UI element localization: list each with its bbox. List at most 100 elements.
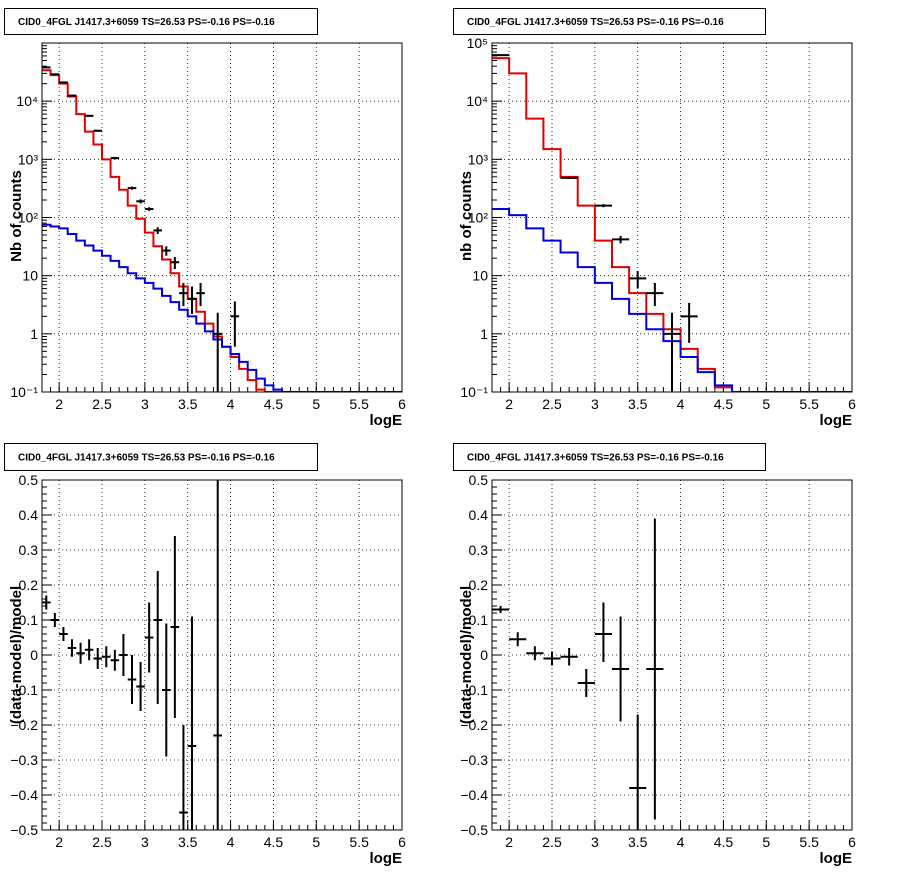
residual-point	[110, 649, 120, 671]
y-tick-label: 0.4	[469, 507, 489, 523]
chart-title-box	[4, 8, 318, 35]
x-tick-label: 2	[55, 834, 63, 850]
x-tick-label: 2.5	[92, 834, 112, 850]
residual-point	[76, 642, 85, 664]
residual-point	[492, 606, 510, 613]
y-tick-label: 1	[30, 326, 38, 342]
chart-title-box	[4, 443, 318, 471]
y-tick-label: 0.3	[19, 542, 39, 558]
plot-area	[42, 66, 402, 392]
x-tick-label: 6	[398, 396, 406, 412]
data-point	[230, 301, 240, 347]
plot-frame	[491, 479, 853, 831]
chart-title-box	[453, 443, 766, 471]
x-tick-label: 3.5	[628, 834, 648, 850]
residual-point	[526, 646, 544, 661]
data-point	[127, 186, 137, 190]
y-tick-label: 10	[472, 268, 488, 284]
data-point	[213, 312, 222, 392]
x-tick-label: 3	[591, 396, 599, 412]
residual-point	[102, 646, 111, 668]
x-tick-label: 5	[762, 396, 770, 412]
y-tick-label: −0.5	[460, 822, 488, 838]
total_model-histogram	[492, 57, 852, 392]
x-tick-label: 6	[848, 834, 856, 850]
residual-point	[127, 655, 137, 704]
source_model-histogram	[492, 208, 852, 392]
data-point	[170, 256, 180, 270]
y-tick-label: 0.1	[19, 612, 39, 628]
y-tick-label: 0	[30, 647, 38, 663]
chart-title-box	[453, 8, 766, 35]
x-tick-label: 4	[677, 834, 685, 850]
x-tick-label: 3.5	[178, 834, 198, 850]
x-tick-label: 2	[505, 834, 513, 850]
x-tick-label: 3	[141, 834, 149, 850]
plot-frame	[41, 479, 403, 831]
y-tick-label: 10⁵	[467, 35, 488, 51]
x-axis-label: logE	[820, 412, 853, 429]
plot-area	[492, 54, 852, 392]
data-point	[492, 54, 510, 57]
y-axis-label: (data-model)/model	[8, 586, 25, 724]
x-tick-label: 4	[227, 396, 235, 412]
x-tick-label: 5	[762, 834, 770, 850]
data-point	[144, 207, 154, 211]
chart-panel-1: CID0_4FGL J1417.3+6059 TS=26.53 PS=-0.16…	[4, 8, 406, 429]
residual-point	[93, 648, 102, 669]
chart-title: CID0_4FGL J1417.3+6059 TS=26.53 PS=-0.16…	[18, 17, 275, 28]
plot-frame	[491, 42, 853, 393]
source_model-histogram	[42, 223, 402, 392]
chart-panel-4: CID0_4FGL J1417.3+6059 TS=26.53 PS=-0.16…	[453, 443, 856, 867]
x-tick-label: 2.5	[542, 396, 562, 412]
x-tick-label: 2	[55, 396, 63, 412]
data-point	[663, 312, 681, 392]
y-tick-label: 10⁻¹	[10, 384, 38, 400]
residual-point	[59, 627, 68, 641]
x-tick-label: 4	[677, 396, 685, 412]
residual-point	[187, 616, 197, 830]
y-tick-label: 0.2	[469, 577, 489, 593]
y-tick-label: 0.1	[469, 612, 489, 628]
data-point	[153, 227, 162, 235]
x-tick-label: 5.5	[799, 396, 819, 412]
plot-area	[492, 518, 664, 830]
data-point	[594, 204, 612, 208]
y-tick-label: 10²	[18, 210, 39, 226]
y-tick-label: 0.2	[19, 577, 39, 593]
y-tick-label: 0	[480, 647, 488, 663]
x-axis-label: logE	[370, 412, 403, 429]
residual-point	[153, 571, 162, 704]
plot-area	[42, 480, 222, 830]
data-point	[179, 282, 188, 307]
y-tick-label: −0.2	[460, 717, 488, 733]
residual-point	[144, 602, 154, 673]
residual-point	[42, 595, 51, 610]
chart-panel-2: CID0_4FGL J1417.3+6059 TS=26.53 PS=-0.16…	[453, 8, 856, 429]
total_model-histogram	[42, 69, 402, 392]
residual-point	[646, 518, 664, 820]
x-tick-label: 4	[227, 834, 235, 850]
y-axis-label: (data-model)/model	[458, 586, 475, 724]
residual-point	[162, 623, 171, 757]
chart-title: CID0_4FGL J1417.3+6059 TS=26.53 PS=-0.16…	[467, 17, 724, 28]
chart-title: CID0_4FGL J1417.3+6059 TS=26.53 PS=-0.16…	[467, 453, 724, 464]
plot-frame	[41, 42, 403, 393]
data-point	[59, 81, 68, 84]
residual-point	[119, 634, 128, 676]
residual-point	[543, 651, 561, 666]
y-tick-label: −0.1	[10, 682, 38, 698]
residual-point	[509, 632, 527, 647]
data-point	[67, 94, 77, 97]
data-point	[136, 199, 145, 204]
data-point	[187, 286, 197, 314]
y-axis-label: nb of counts	[458, 171, 475, 261]
data-point	[93, 129, 102, 132]
data-point	[612, 236, 630, 244]
x-tick-label: 4.5	[714, 834, 734, 850]
y-tick-label: −0.1	[460, 682, 488, 698]
y-tick-label: 10⁻¹	[460, 384, 488, 400]
y-tick-label: 10³	[468, 151, 489, 167]
residual-point	[612, 616, 630, 722]
